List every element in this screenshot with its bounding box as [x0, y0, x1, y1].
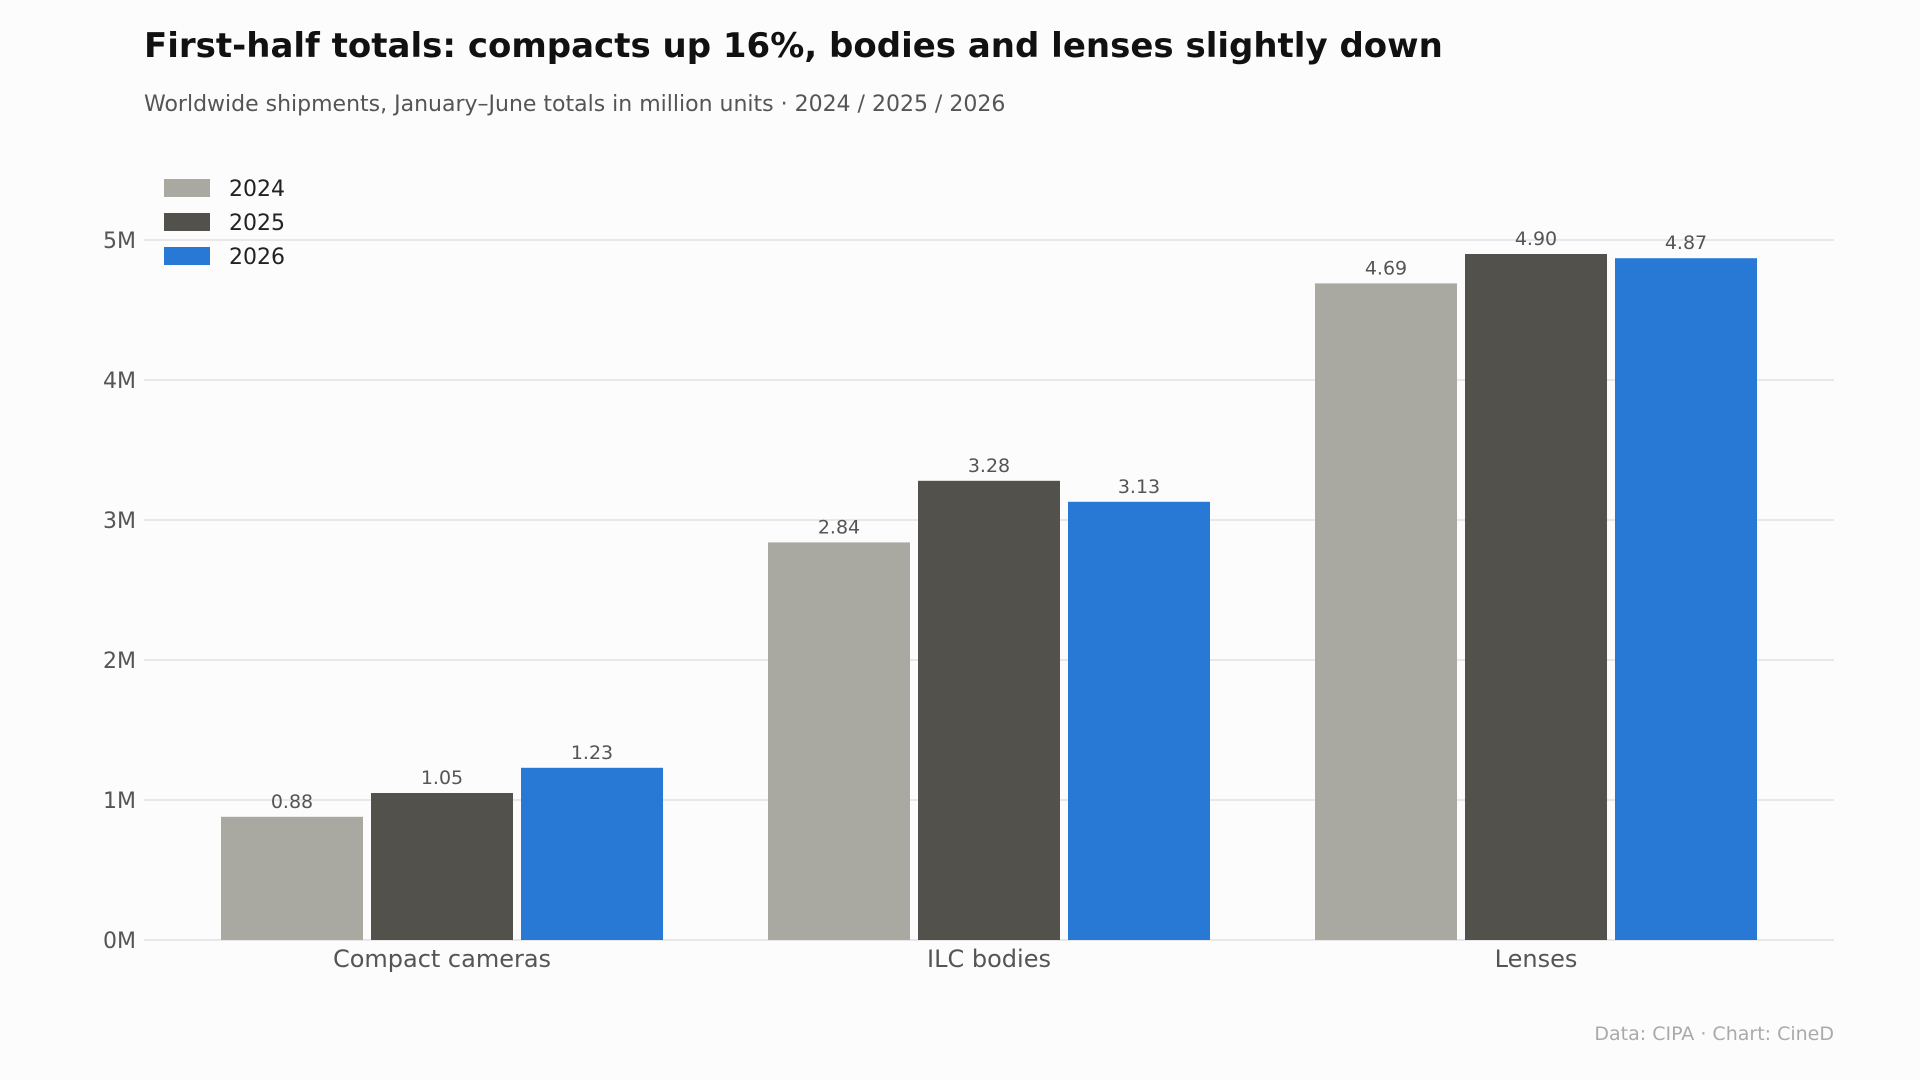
y-tick-label: 1M — [103, 789, 136, 814]
data-label: 1.23 — [571, 742, 613, 764]
legend-label: 2026 — [229, 245, 285, 270]
data-label: 3.13 — [1118, 476, 1160, 498]
data-label: 2.84 — [818, 516, 860, 538]
legend-item: 2026 — [164, 245, 285, 270]
legend: 2024 2025 2026 — [164, 177, 285, 270]
data-label: 4.90 — [1515, 228, 1557, 250]
legend-swatch — [164, 247, 210, 265]
data-label: 1.05 — [421, 767, 463, 789]
legend-swatch — [164, 179, 210, 197]
y-axis-ticks: 0M 1M 2M 3M 4M 5M — [103, 229, 136, 954]
data-label: 0.88 — [271, 791, 313, 813]
bar-2026-ilc-bodies — [1068, 501, 1210, 940]
data-label: 3.28 — [968, 455, 1010, 477]
bar-2025-compact-cameras — [371, 793, 513, 940]
y-tick-label: 4M — [103, 369, 136, 394]
category-label: Compact cameras — [333, 945, 551, 973]
bar-2024-ilc-bodies — [768, 542, 910, 940]
data-label: 4.87 — [1665, 232, 1707, 254]
y-tick-label: 0M — [103, 929, 136, 954]
legend-label: 2024 — [229, 177, 285, 202]
legend-item: 2024 — [164, 177, 285, 202]
bars — [221, 254, 1757, 940]
y-tick-label: 2M — [103, 649, 136, 674]
bar-2025-ilc-bodies — [918, 480, 1060, 940]
legend-swatch — [164, 213, 210, 231]
bar-2025-lenses — [1465, 254, 1607, 940]
source-credit: Data: CIPA · Chart: CineD — [1594, 1023, 1834, 1045]
bar-2026-compact-cameras — [521, 767, 663, 940]
category-label: Lenses — [1495, 945, 1578, 973]
bar-2026-lenses — [1615, 258, 1757, 940]
bar-2024-compact-cameras — [221, 816, 363, 940]
bar-2024-lenses — [1315, 283, 1457, 940]
legend-label: 2025 — [229, 211, 285, 236]
data-labels: 0.88 1.05 1.23 2.84 3.28 3.13 4.69 4.90 4.87 — [271, 228, 1707, 813]
category-label: ILC bodies — [927, 945, 1051, 973]
y-tick-label: 3M — [103, 509, 136, 534]
y-tick-label: 5M — [103, 229, 136, 254]
x-axis-categories: Compact cameras ILC bodies Lenses — [333, 945, 1577, 973]
chart-subtitle: Worldwide shipments, January–June totals… — [144, 92, 1006, 117]
data-label: 4.69 — [1365, 257, 1407, 279]
legend-item: 2025 — [164, 211, 285, 236]
chart-title: First-half totals: compacts up 16%, bodi… — [144, 26, 1443, 66]
